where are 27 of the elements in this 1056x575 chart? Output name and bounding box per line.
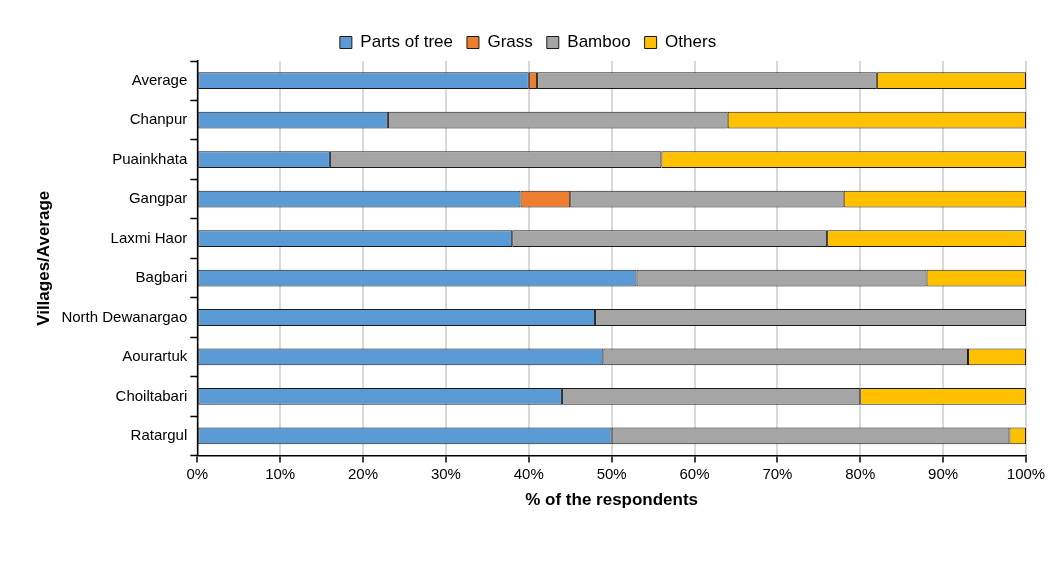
x-tick-label: 20% xyxy=(348,464,379,482)
x-tick-label: 60% xyxy=(679,464,710,482)
y-tick-label: Ratargul xyxy=(130,426,188,444)
legend-label: Bamboo xyxy=(567,32,631,52)
x-axis-title: % of the respondents xyxy=(525,490,699,510)
x-tick-label: 70% xyxy=(762,464,793,482)
x-tick-label: 0% xyxy=(186,464,209,482)
y-axis-title: Villages/Average xyxy=(33,190,53,326)
legend-label: Grass xyxy=(487,32,533,52)
x-tick-label: 30% xyxy=(430,464,461,482)
x-tick-label: 50% xyxy=(596,464,627,482)
y-tick-label: Aourartuk xyxy=(122,347,188,365)
x-tick-label: 100% xyxy=(1006,464,1046,482)
x-tick-label: 90% xyxy=(928,464,959,482)
y-tick-label: Bagbari xyxy=(135,268,188,286)
y-tick-label: Laxmi Haor xyxy=(110,228,188,246)
y-tick-label: Gangpar xyxy=(128,189,188,207)
legend-label: Parts of tree xyxy=(360,32,453,52)
x-tick-label: 10% xyxy=(265,464,296,482)
x-tick-label: 80% xyxy=(845,464,876,482)
y-tick-label: Choiltabari xyxy=(115,386,188,404)
y-tick-label: Chanpur xyxy=(129,110,188,128)
x-tick-label: 40% xyxy=(513,464,544,482)
legend-label: Others xyxy=(665,32,717,52)
y-tick-label: Average xyxy=(131,70,188,88)
y-tick-label: North Dewanargao xyxy=(61,307,188,325)
y-tick-label: Puainkhata xyxy=(112,149,188,167)
